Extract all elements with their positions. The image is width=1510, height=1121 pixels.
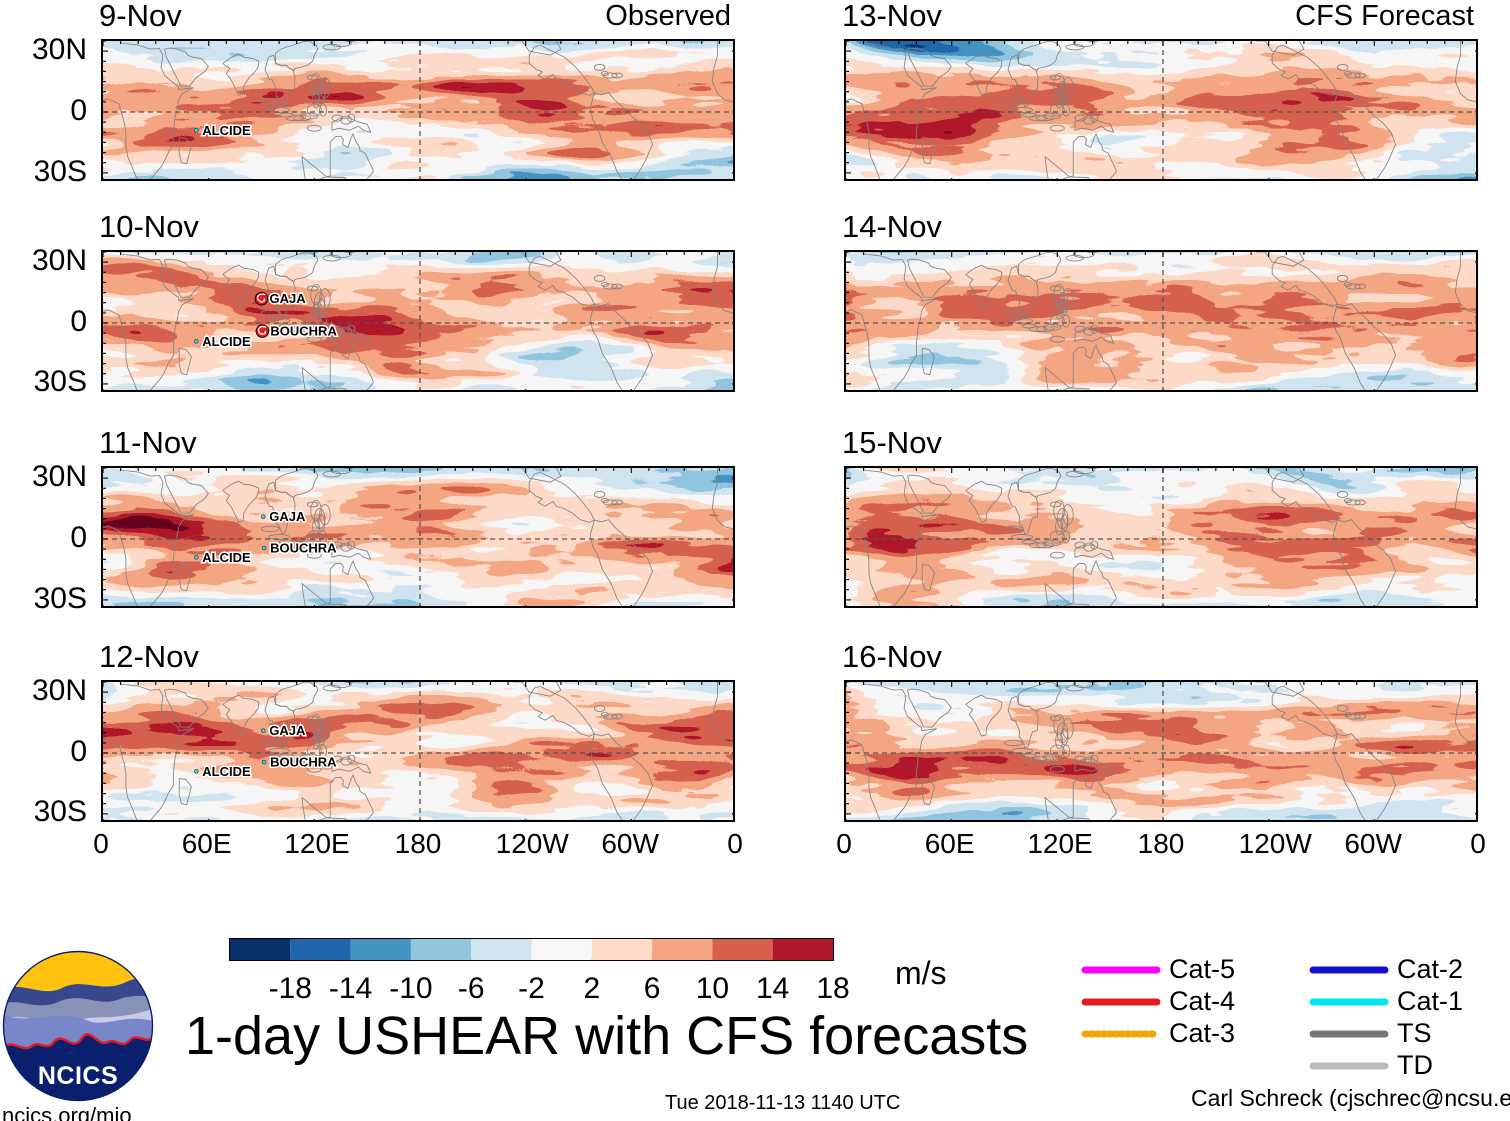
svg-text:Cat-2: Cat-2 (1397, 954, 1463, 984)
svg-text:BOUCHRA: BOUCHRA (270, 323, 337, 338)
svg-text:6: 6 (644, 972, 661, 1005)
svg-text:2: 2 (583, 972, 600, 1005)
svg-text:GAJA: GAJA (269, 723, 306, 738)
svg-text:10: 10 (696, 972, 729, 1005)
svg-text:-14: -14 (329, 972, 372, 1005)
svg-text:ALCIDE: ALCIDE (202, 123, 251, 138)
svg-text:-2: -2 (518, 972, 545, 1005)
svg-text:GAJA: GAJA (269, 509, 306, 524)
svg-text:ALCIDE: ALCIDE (202, 550, 251, 565)
svg-text:GAJA: GAJA (270, 291, 307, 306)
svg-text:ALCIDE: ALCIDE (202, 333, 251, 348)
svg-text:Cat-1: Cat-1 (1397, 986, 1463, 1016)
svg-text:-6: -6 (458, 972, 485, 1005)
svg-text:ALCIDE: ALCIDE (202, 763, 251, 778)
svg-text:TS: TS (1397, 1018, 1432, 1048)
svg-text:BOUCHRA: BOUCHRA (270, 754, 337, 769)
svg-text:TD: TD (1397, 1050, 1433, 1080)
svg-text:14: 14 (756, 972, 789, 1005)
svg-text:-18: -18 (269, 972, 312, 1005)
svg-text:BOUCHRA: BOUCHRA (270, 540, 337, 555)
svg-text:-10: -10 (389, 972, 432, 1005)
svg-text:Cat-4: Cat-4 (1169, 986, 1235, 1016)
svg-text:Cat-3: Cat-3 (1169, 1018, 1235, 1048)
svg-text:18: 18 (816, 972, 849, 1005)
svg-text:NCICS: NCICS (38, 1062, 118, 1090)
svg-text:Cat-5: Cat-5 (1169, 954, 1235, 984)
